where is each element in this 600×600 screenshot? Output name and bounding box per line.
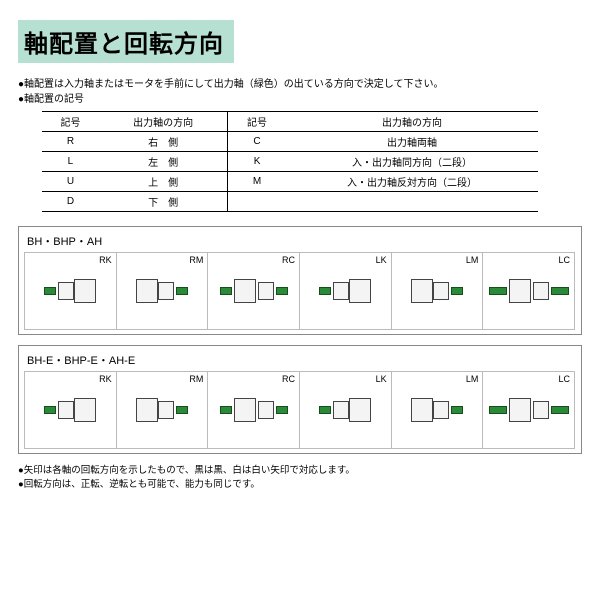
table-row: D 下 側 xyxy=(42,192,538,212)
cell-code: K xyxy=(228,152,286,172)
intro-text: 軸配置は入力軸またはモータを手前にして出力軸（緑色）の出ている方向で決定して下さ… xyxy=(18,77,582,107)
table-row: U 上 側 M 入・出力軸反対方向（二段） xyxy=(42,172,538,192)
diagram-cell: LC xyxy=(482,371,575,449)
gearbox-icon xyxy=(319,398,371,422)
col-dir-2: 出力軸の方向 xyxy=(286,112,539,132)
cell-code: U xyxy=(42,172,99,192)
gearbox-icon xyxy=(220,398,288,422)
gearbox-icon xyxy=(44,279,96,303)
cell-label: LM xyxy=(466,255,479,265)
cell-label: RC xyxy=(282,374,295,384)
note-1: 矢印は各軸の回転方向を示したもので、黒は黒、白は白い矢印で対応します。 xyxy=(18,464,582,478)
table-row: R 右 側 C 出力軸両軸 xyxy=(42,132,538,152)
gearbox-icon xyxy=(411,279,463,303)
col-code-2: 記号 xyxy=(228,112,286,132)
cell-label: RM xyxy=(189,255,203,265)
gearbox-icon xyxy=(319,279,371,303)
cell-label: LM xyxy=(466,374,479,384)
cell-label: RC xyxy=(282,255,295,265)
cell-code: C xyxy=(228,132,286,152)
gearbox-icon xyxy=(220,279,288,303)
cell-dir: 入・出力軸同方向（二段） xyxy=(286,152,539,172)
cell-dir xyxy=(286,192,539,212)
col-dir: 出力軸の方向 xyxy=(99,112,228,132)
diagram-cell: RC xyxy=(207,371,300,449)
footer-notes: 矢印は各軸の回転方向を示したもので、黒は黒、白は白い矢印で対応します。 回転方向… xyxy=(18,464,582,493)
gearbox-icon xyxy=(489,398,569,422)
cell-label: RK xyxy=(99,255,112,265)
gearbox-icon xyxy=(411,398,463,422)
table-row: L 左 側 K 入・出力軸同方向（二段） xyxy=(42,152,538,172)
cell-code: R xyxy=(42,132,99,152)
cell-label: LK xyxy=(376,255,387,265)
cell-label: RM xyxy=(189,374,203,384)
page-title-block: 軸配置と回転方向 xyxy=(18,20,234,63)
gearbox-icon xyxy=(136,398,188,422)
col-code: 記号 xyxy=(42,112,99,132)
cell-dir: 入・出力軸反対方向（二段） xyxy=(286,172,539,192)
cell-code xyxy=(228,192,286,212)
cell-dir: 出力軸両軸 xyxy=(286,132,539,152)
intro-line-1: 軸配置は入力軸またはモータを手前にして出力軸（緑色）の出ている方向で決定して下さ… xyxy=(18,77,582,92)
page-title: 軸配置と回転方向 xyxy=(24,24,224,59)
diagram-cell: RK xyxy=(24,371,117,449)
diagram-cell: LM xyxy=(391,252,484,330)
diagram-group: BH・BHP・AH RK RM RC LK LM LC xyxy=(18,226,582,335)
diagram-cell: RM xyxy=(116,252,209,330)
diagram-cell: LK xyxy=(299,252,392,330)
table-header-row: 記号 出力軸の方向 記号 出力軸の方向 xyxy=(42,112,538,132)
cell-code: D xyxy=(42,192,99,212)
cell-label: LC xyxy=(558,374,570,384)
shaft-code-table: 記号 出力軸の方向 記号 出力軸の方向 R 右 側 C 出力軸両軸 L 左 側 … xyxy=(42,111,538,212)
gearbox-icon xyxy=(489,279,569,303)
cell-dir: 右 側 xyxy=(99,132,228,152)
diagram-cell: LK xyxy=(299,371,392,449)
cell-label: LC xyxy=(558,255,570,265)
diagram-cell: RK xyxy=(24,252,117,330)
group-title: BH・BHP・AH xyxy=(27,233,575,249)
diagram-group: BH-E・BHP-E・AH-E RK RM RC LK LM LC xyxy=(18,345,582,454)
gearbox-icon xyxy=(44,398,96,422)
gearbox-icon xyxy=(136,279,188,303)
diagram-cell: LC xyxy=(482,252,575,330)
intro-line-2: 軸配置の記号 xyxy=(18,92,582,107)
cell-dir: 下 側 xyxy=(99,192,228,212)
cell-code: M xyxy=(228,172,286,192)
cell-label: RK xyxy=(99,374,112,384)
group-title: BH-E・BHP-E・AH-E xyxy=(27,352,575,368)
cell-label: LK xyxy=(376,374,387,384)
diagram-grid: RK RM RC LK LM LC xyxy=(25,372,575,449)
note-2: 回転方向は、正転、逆転とも可能で、能力も同じです。 xyxy=(18,478,582,492)
cell-dir: 左 側 xyxy=(99,152,228,172)
diagram-cell: RM xyxy=(116,371,209,449)
diagram-cell: LM xyxy=(391,371,484,449)
diagram-grid: RK RM RC LK LM LC xyxy=(25,253,575,330)
cell-code: L xyxy=(42,152,99,172)
cell-dir: 上 側 xyxy=(99,172,228,192)
diagram-cell: RC xyxy=(207,252,300,330)
